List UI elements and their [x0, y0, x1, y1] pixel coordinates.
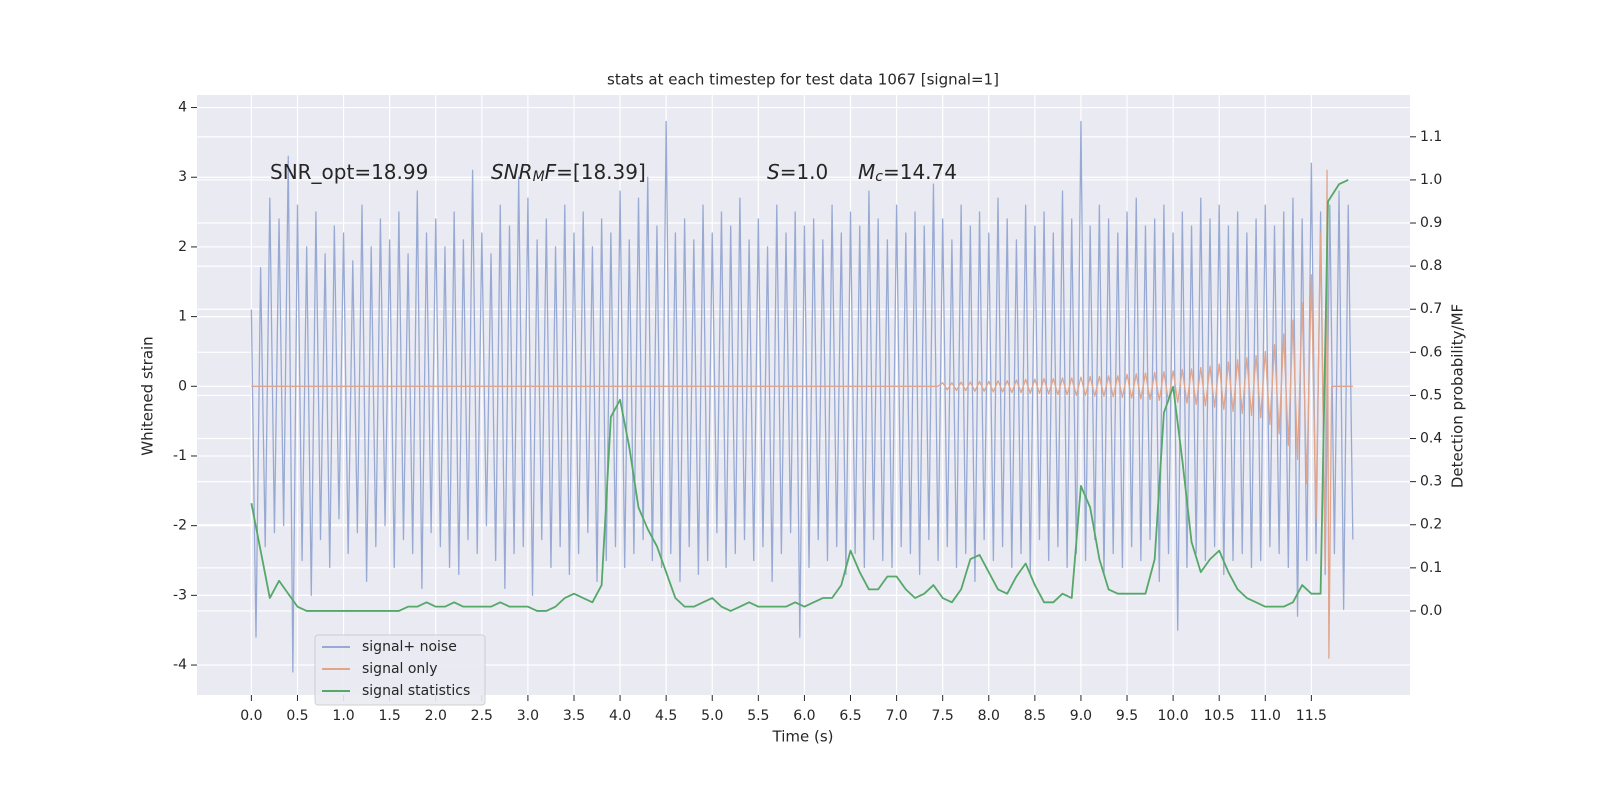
legend: signal+ noise signal only signal statistic… — [314, 634, 486, 706]
x-tick-label: 8.5 — [1024, 708, 1046, 724]
x-tick-label: 7.0 — [885, 708, 907, 724]
x-tick-label: 11.0 — [1250, 708, 1281, 724]
y-tick-label: -4 — [173, 657, 187, 673]
y2-tick-label: 0.5 — [1420, 387, 1442, 403]
x-tick-label: 4.5 — [655, 708, 677, 724]
annotation: Mc=14.74 — [858, 160, 957, 186]
y2-tick-label: 1.0 — [1420, 172, 1442, 188]
annotation-part: M — [533, 169, 545, 185]
annotation: SNRMF=[18.39] — [491, 160, 646, 186]
y-tick-label: -3 — [173, 587, 187, 603]
legend-label: signal+ noise — [362, 639, 457, 655]
y-tick-label: 1 — [178, 309, 187, 325]
y2-tick-label: 0.2 — [1420, 517, 1442, 533]
x-tick-label: 10.0 — [1158, 708, 1189, 724]
y2-tick-label: 0.8 — [1420, 258, 1442, 274]
x-tick-label: 6.0 — [793, 708, 815, 724]
legend-label: signal statistics — [362, 683, 470, 699]
y2-tick-label: 0.1 — [1420, 560, 1442, 576]
chart-title: stats at each timestep for test data 106… — [607, 71, 999, 89]
y2-tick-label: 0.7 — [1420, 301, 1442, 317]
legend-frame — [314, 634, 486, 706]
x-tick-label: 5.5 — [747, 708, 769, 724]
x-tick-label: 3.5 — [563, 708, 585, 724]
x-axis-label: Time (s) — [772, 728, 834, 746]
y2-axis-label: Detection probability/MF — [1449, 304, 1467, 488]
x-tick-label: 9.5 — [1116, 708, 1138, 724]
annotation-part: M — [858, 160, 875, 184]
data-line — [250, 120, 1354, 673]
annotation-part: F — [545, 160, 557, 184]
data-line — [251, 169, 1353, 659]
y-tick-label: 3 — [178, 169, 187, 185]
x-tick-label: 8.0 — [978, 708, 1000, 724]
annotation: S=1.0 — [767, 160, 828, 184]
x-tick-label: 6.5 — [839, 708, 861, 724]
annotation-part: SNR — [491, 160, 533, 184]
y-axis-label: Whitened strain — [139, 336, 157, 455]
y-tick-label: 2 — [178, 239, 187, 255]
annotation-part: =[18.39] — [556, 160, 646, 184]
y2-tick-label: 0.3 — [1420, 474, 1442, 490]
y-tick-label: 4 — [178, 100, 187, 116]
x-tick-label: 1.5 — [379, 708, 401, 724]
y-tick-label: -1 — [173, 448, 187, 464]
x-tick-label: 1.0 — [332, 708, 354, 724]
data-line — [250, 179, 1349, 612]
x-tick-label: 0.5 — [286, 708, 308, 724]
annotation-part: =14.74 — [883, 160, 957, 184]
annotation-part: c — [875, 169, 883, 185]
x-tick-label: 4.0 — [609, 708, 631, 724]
x-tick-label: 9.0 — [1070, 708, 1092, 724]
y2-tick-label: 1.1 — [1420, 129, 1442, 145]
x-tick-label: 3.0 — [517, 708, 539, 724]
x-tick-label: 5.0 — [701, 708, 723, 724]
annotation: SNR_opt=18.99 — [270, 160, 428, 184]
annotation-part: S — [767, 160, 780, 184]
x-tick-label: 7.5 — [932, 708, 954, 724]
y2-tick-label: 0.4 — [1420, 431, 1442, 447]
y-tick-label: 0 — [178, 378, 187, 394]
y2-tick-label: 0.9 — [1420, 215, 1442, 231]
legend-label: signal only — [362, 661, 437, 677]
x-tick-label: 11.5 — [1296, 708, 1327, 724]
x-tick-label: 10.5 — [1204, 708, 1235, 724]
y2-tick-label: 0.6 — [1420, 344, 1442, 360]
annotation-part: =1.0 — [780, 160, 829, 184]
x-tick-label: 2.5 — [471, 708, 493, 724]
x-tick-label: 2.0 — [425, 708, 447, 724]
annotation-part: SNR_opt=18.99 — [270, 160, 428, 184]
x-tick-label: 0.0 — [240, 708, 262, 724]
y2-tick-label: 0.0 — [1420, 603, 1442, 619]
y-tick-label: -2 — [173, 518, 187, 534]
